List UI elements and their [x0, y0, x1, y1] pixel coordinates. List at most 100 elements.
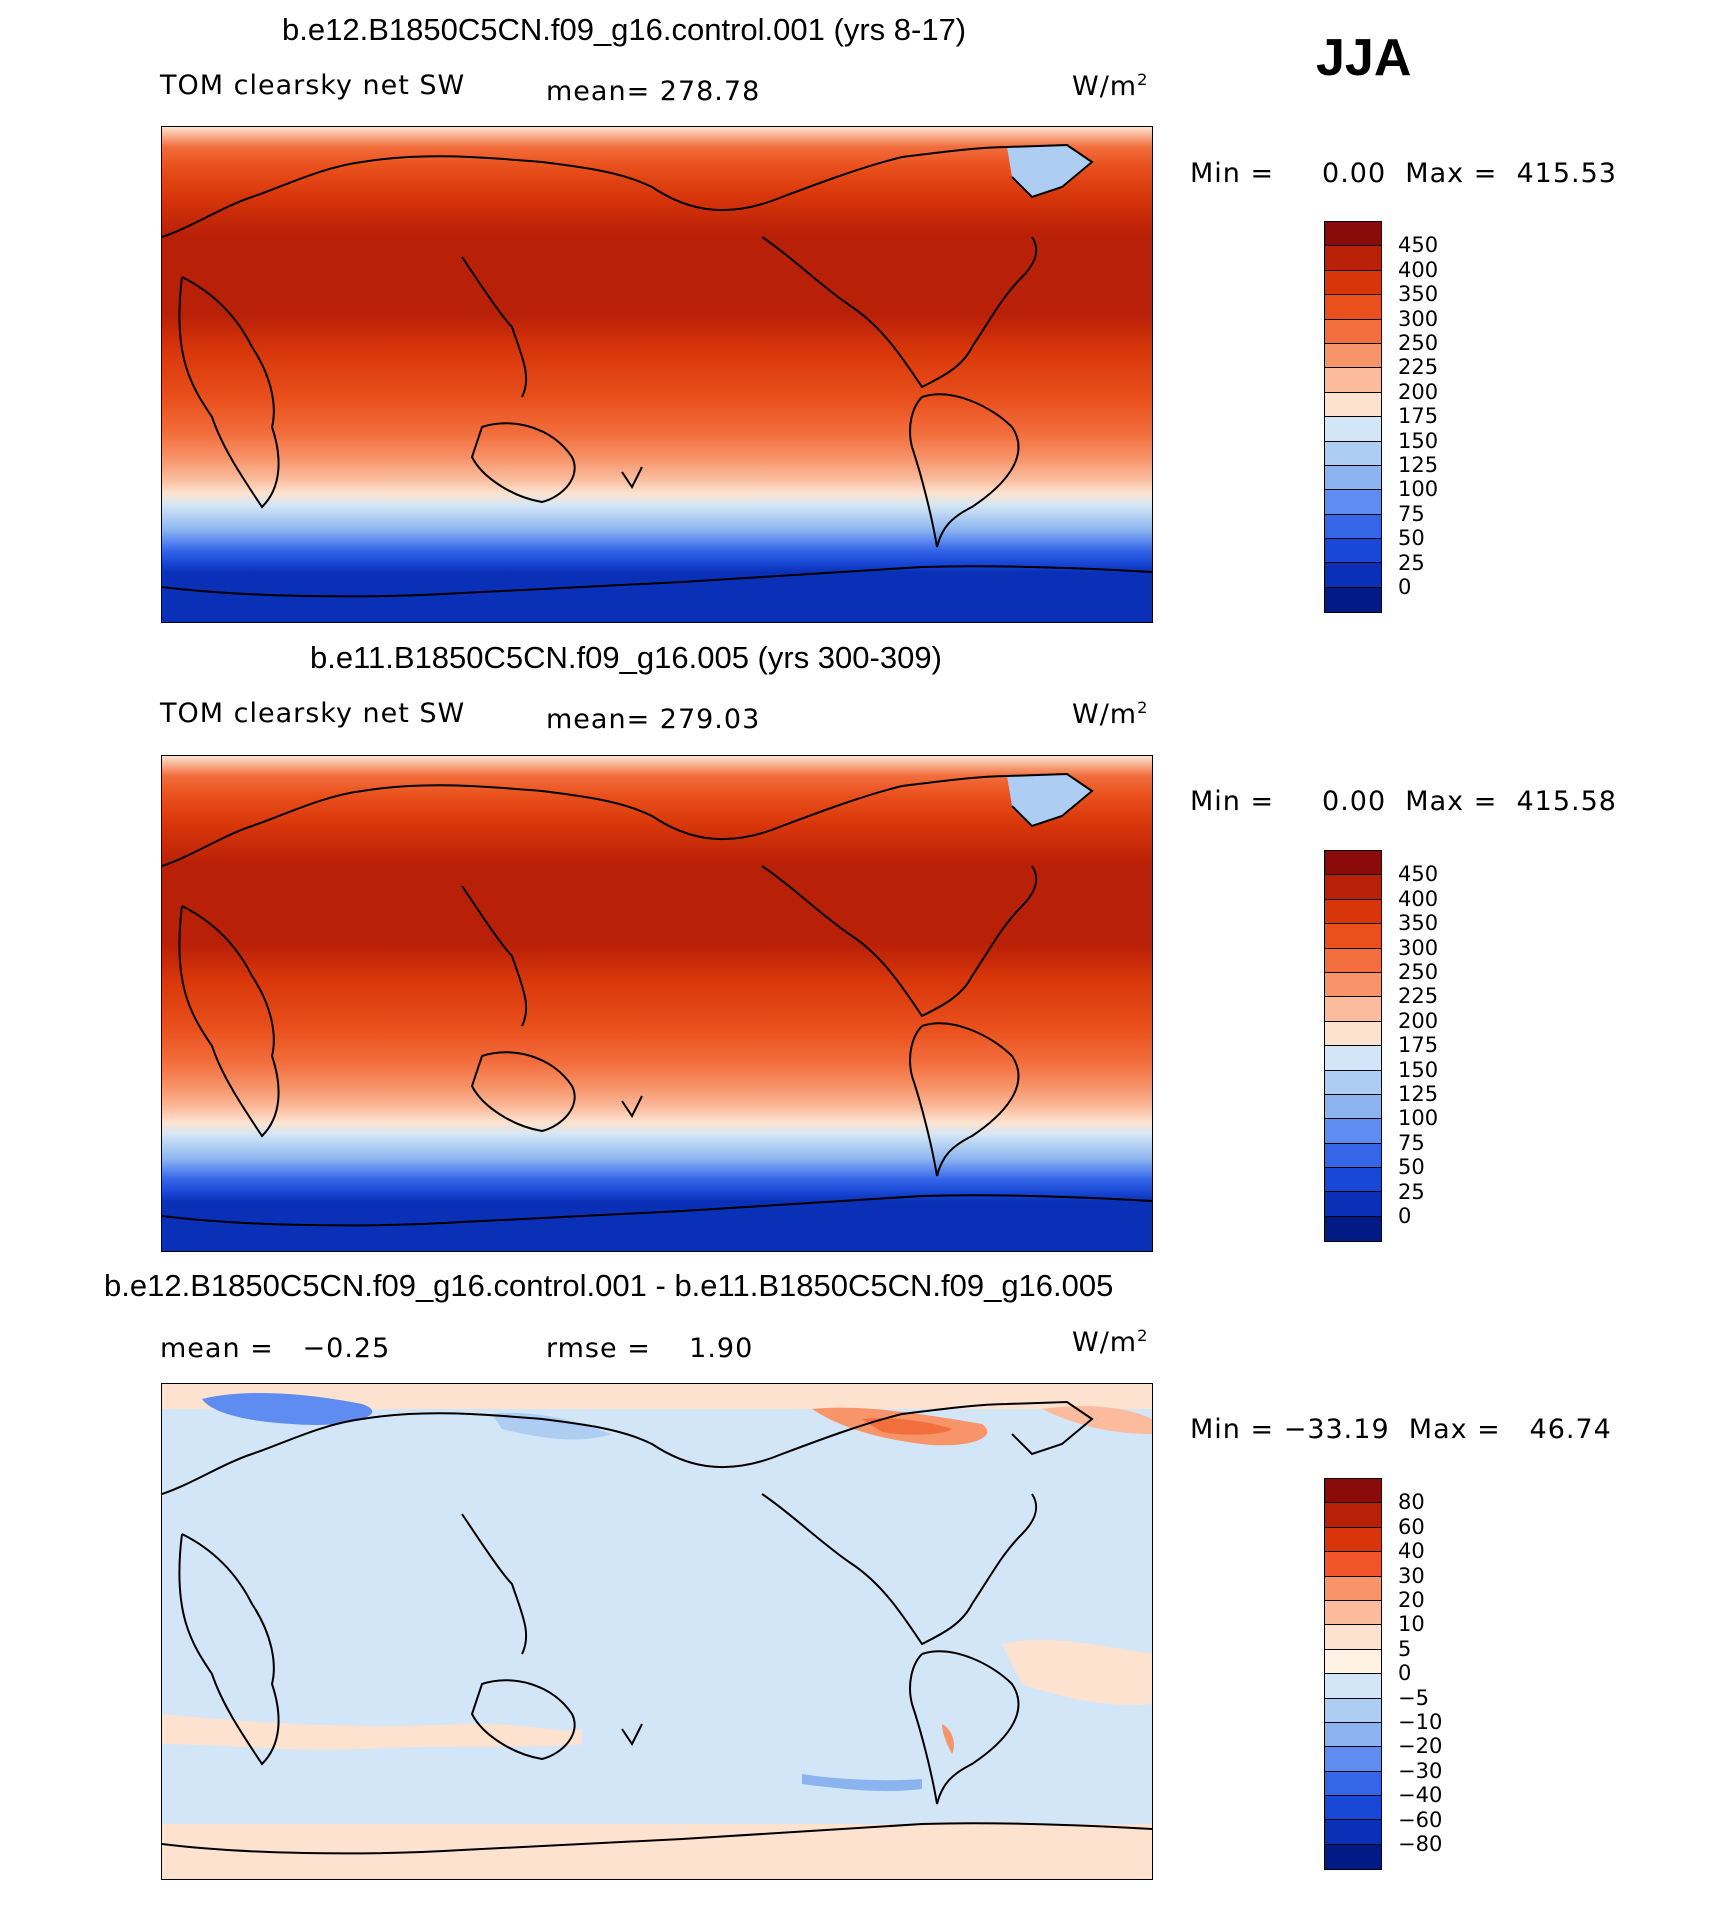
panel-1-mean-label: mean= 278.78 — [546, 76, 761, 107]
colorbar-tick-label: 200 — [1398, 1008, 1439, 1033]
coastline-asia — [461, 256, 528, 398]
colorbar-tick-label: 25 — [1398, 1179, 1425, 1204]
colorbar-tick-label: −10 — [1398, 1710, 1443, 1734]
colorbar-band — [1325, 1552, 1381, 1577]
coastline-south-america — [909, 393, 1020, 548]
colorbar-band — [1325, 465, 1381, 491]
panel-1-map — [161, 126, 1153, 623]
colorbar-band — [1325, 1722, 1381, 1748]
panel-2-map-svg — [162, 756, 1152, 1251]
colorbar-band — [1325, 997, 1381, 1022]
colorbar-band — [1325, 1820, 1381, 1845]
colorbar-band — [1325, 1576, 1381, 1601]
colorbar-band — [1325, 1094, 1381, 1120]
colorbar-tick-label: 350 — [1398, 911, 1439, 936]
panel-1-title: b.e12.B1850C5CN.f09_g16.control.001 (yrs… — [282, 12, 967, 47]
colorbar-band — [1325, 1046, 1381, 1071]
coastline-antarctica — [162, 565, 1152, 598]
colorbar-tick-label: 225 — [1398, 355, 1439, 380]
panel-2-map — [161, 755, 1153, 1252]
colorbar-tick-label: 60 — [1398, 1514, 1425, 1539]
colorbar-tick-label: 400 — [1398, 257, 1439, 282]
colorbar-tick-label: 10 — [1398, 1612, 1425, 1637]
colorbar-band — [1325, 1796, 1381, 1821]
panel-3-colorbar — [1324, 1478, 1382, 1871]
colorbar-tick-label: 400 — [1398, 886, 1439, 911]
colorbar-tick-label: 175 — [1398, 404, 1439, 429]
colorbar-band — [1325, 1168, 1381, 1193]
colorbar-tick-label: −30 — [1398, 1758, 1443, 1783]
season-label: JJA — [1316, 29, 1412, 87]
panel-3-map — [161, 1383, 1153, 1880]
panel-1-units-label: W/m2 — [1072, 70, 1149, 102]
colorbar-band — [1325, 1192, 1381, 1217]
colorbar-band — [1325, 1479, 1381, 1504]
colorbar-tick-label: 100 — [1398, 477, 1439, 502]
panel-1-minmax-label: Min = 0.00 Max = 415.53 — [1190, 158, 1617, 189]
colorbar-band — [1325, 924, 1381, 949]
colorbar-band — [1325, 441, 1381, 466]
colorbar-tick-label: 20 — [1398, 1588, 1425, 1612]
panel-2-units-label: W/m2 — [1072, 698, 1149, 730]
coastline-north-america — [761, 236, 1038, 389]
colorbar-tick-label: 0 — [1398, 1204, 1412, 1228]
colorbar-tick-label: 50 — [1398, 526, 1425, 551]
colorbar-band — [1325, 539, 1381, 564]
coastline-north — [162, 143, 1094, 238]
panel-1-colorbar — [1324, 221, 1382, 614]
colorbar-tick-label: 0 — [1398, 575, 1412, 599]
colorbar-band — [1325, 1625, 1381, 1650]
colorbar-band — [1325, 1771, 1381, 1797]
colorbar-tick-label: 5 — [1398, 1636, 1412, 1661]
colorbar-tick-label: −5 — [1398, 1685, 1429, 1710]
colorbar-tick-label: 250 — [1398, 331, 1439, 355]
colorbar-band — [1325, 1503, 1381, 1528]
colorbar-band — [1325, 295, 1381, 320]
colorbar-tick-label: 300 — [1398, 306, 1439, 331]
colorbar-tick-label: 75 — [1398, 1130, 1425, 1155]
colorbar-tick-label: 0 — [1398, 1661, 1412, 1686]
panel-3-units-label: W/m2 — [1072, 1326, 1149, 1358]
colorbar-band — [1325, 1216, 1381, 1242]
colorbar-tick-label: 50 — [1398, 1155, 1425, 1180]
colorbar-band — [1325, 514, 1381, 540]
colorbar-tick-label: 175 — [1398, 1033, 1439, 1058]
colorbar-tick-label: −40 — [1398, 1783, 1443, 1808]
colorbar-band — [1325, 851, 1381, 876]
colorbar-band — [1325, 368, 1381, 393]
colorbar-tick-label: 80 — [1398, 1490, 1425, 1515]
colorbar-tick-label: −80 — [1398, 1832, 1443, 1856]
panel-2-title: b.e11.B1850C5CN.f09_g16.005 (yrs 300-309… — [310, 640, 942, 675]
colorbar-band — [1325, 222, 1381, 247]
colorbar-band — [1325, 1527, 1381, 1553]
colorbar-tick-label: 200 — [1398, 379, 1439, 404]
colorbar-band — [1325, 1143, 1381, 1169]
colorbar-band — [1325, 319, 1381, 344]
colorbar-band — [1325, 1747, 1381, 1772]
panel-1-map-svg — [162, 127, 1152, 622]
colorbar-band — [1325, 1070, 1381, 1095]
coastline-australia — [470, 422, 576, 504]
coastline-africa — [178, 276, 280, 509]
colorbar-band — [1325, 875, 1381, 900]
colorbar-band — [1325, 1649, 1381, 1675]
colorbar-tick-label: 125 — [1398, 453, 1439, 477]
colorbar-band — [1325, 1021, 1381, 1047]
colorbar-tick-label: 25 — [1398, 550, 1425, 575]
colorbar-tick-label: −20 — [1398, 1734, 1443, 1759]
colorbar-band — [1325, 587, 1381, 613]
colorbar-band — [1325, 1600, 1381, 1626]
colorbar-band — [1325, 392, 1381, 418]
colorbar-tick-label: −60 — [1398, 1807, 1443, 1832]
coastline-new-zealand — [621, 466, 643, 489]
panel-3-map-svg — [162, 1384, 1152, 1879]
colorbar-tick-label: 75 — [1398, 501, 1425, 526]
panel-3-mean-label: mean = −0.25 — [160, 1333, 391, 1364]
panel-2-mean-label: mean= 279.03 — [546, 704, 761, 735]
panel-1-variable-label: TOM clearsky net SW — [160, 70, 466, 101]
colorbar-band — [1325, 1698, 1381, 1723]
panel-2-variable-label: TOM clearsky net SW — [160, 698, 466, 729]
colorbar-band — [1325, 417, 1381, 442]
colorbar-tick-label: 125 — [1398, 1082, 1439, 1106]
panel-3-title: b.e12.B1850C5CN.f09_g16.control.001 - b.… — [104, 1268, 1114, 1303]
